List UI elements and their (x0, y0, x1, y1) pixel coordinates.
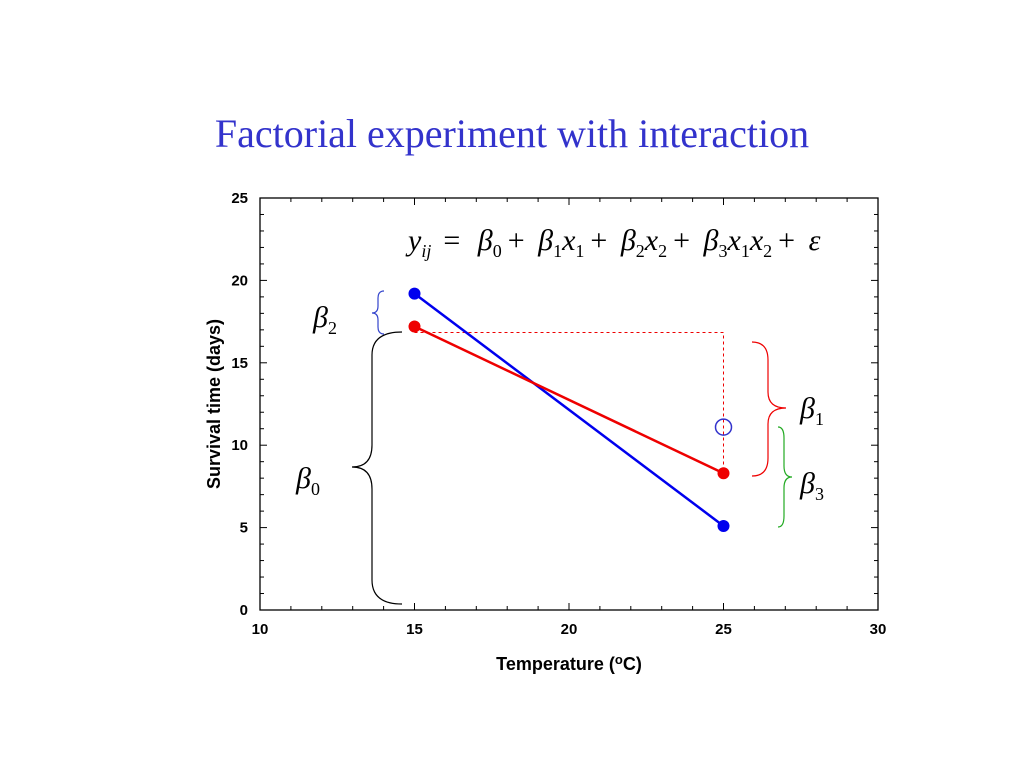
eq-beta2: β (620, 224, 636, 257)
beta1-annotation: β1 (799, 392, 824, 429)
x-axis-title: Temperature (oC) (496, 652, 642, 674)
slide-title: Factorial experiment with interaction (214, 111, 810, 156)
eq-plus-1: + (508, 224, 525, 257)
beta0-brace (351, 331, 403, 605)
series-point (408, 287, 421, 300)
y-tick-label: 15 (231, 355, 248, 372)
x-tick-label: 20 (561, 621, 578, 638)
eq-beta0: β (477, 224, 493, 257)
y-axis-title: Survival time (days) (204, 319, 224, 489)
eq-x2: x (644, 224, 659, 257)
reference-dashed-line (414, 332, 724, 474)
series-line (413, 325, 725, 475)
beta3-annotation: β3 (799, 467, 824, 504)
eq-beta3-sub: 3 (719, 241, 728, 261)
y-tick-label: 25 (231, 190, 248, 207)
eq-equals: = (443, 224, 460, 257)
eq-beta1-sub: 1 (553, 241, 562, 261)
eq-beta0-sub: 0 (493, 241, 502, 261)
plot-frame (259, 197, 879, 611)
eq-lhs: y (405, 224, 422, 257)
eq-x1b: x (727, 224, 742, 257)
eq-lhs-sub: ij (421, 241, 431, 261)
x-tick-label: 15 (406, 621, 423, 638)
beta0-annotation: β0 (295, 462, 320, 499)
eq-x2-sub: 2 (658, 241, 667, 261)
y-tick-label: 5 (240, 520, 248, 537)
additive-prediction-point (714, 418, 733, 436)
series-line (413, 292, 725, 527)
y-tick-label: 20 (231, 272, 248, 289)
eq-plus-3: + (673, 224, 690, 257)
y-tick-label: 10 (231, 437, 248, 454)
eq-x2b: x (749, 224, 764, 257)
x-tick-label: 10 (252, 621, 269, 638)
eq-error: ε (809, 224, 821, 257)
beta2-brace (371, 290, 385, 335)
eq-plus-4: + (778, 224, 795, 257)
beta3-brace (777, 426, 793, 528)
x-tick-label: 25 (715, 621, 732, 638)
eq-x2b-sub: 2 (763, 241, 772, 261)
series-point (717, 519, 730, 532)
beta2-annotation: β2 (312, 301, 337, 338)
eq-beta1: β (537, 224, 553, 257)
y-tick-label: 0 (240, 602, 248, 619)
eq-x1-sub: 1 (575, 241, 584, 261)
eq-plus-2: + (590, 224, 607, 257)
series-point (408, 320, 421, 333)
eq-beta2-sub: 2 (636, 241, 645, 261)
series-point (717, 467, 730, 480)
model-equation: yij = β0 + β1x1 + β2x2 + β3x1x2 + ε (405, 224, 821, 261)
beta1-brace (751, 341, 787, 477)
eq-beta3: β (703, 224, 719, 257)
eq-x1b-sub: 1 (741, 241, 750, 261)
x-tick-label: 30 (870, 621, 887, 638)
eq-x1: x (561, 224, 576, 257)
